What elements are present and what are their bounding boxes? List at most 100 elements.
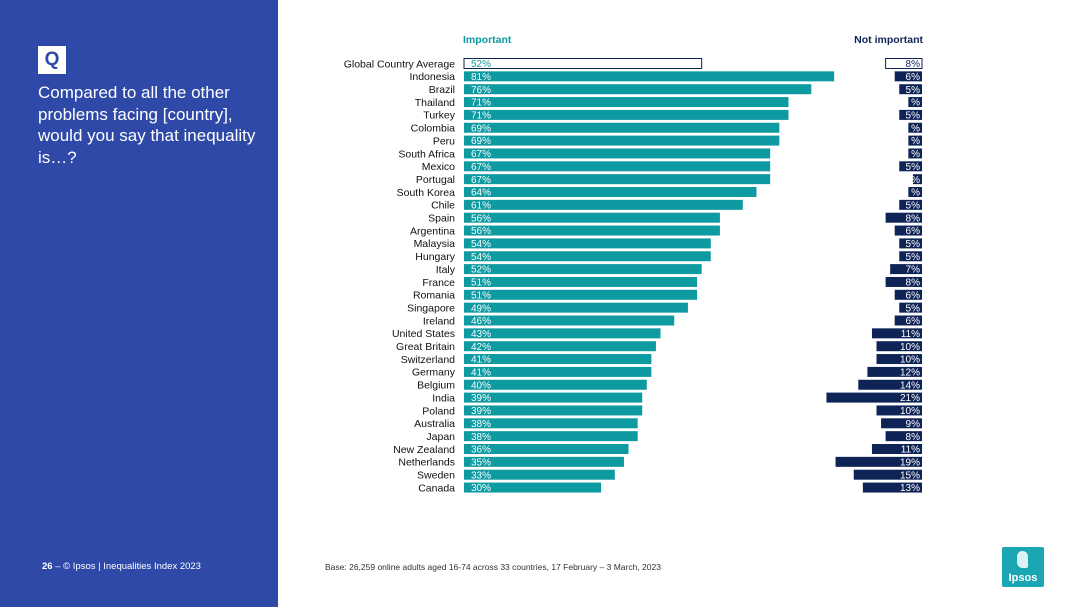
bar-not-important-chile: [899, 199, 922, 210]
bar-important-great-britain: [464, 341, 656, 352]
value-label-important-thailand: 71%: [471, 98, 491, 109]
value-label-important-indonesia: 81%: [471, 72, 491, 83]
series-header-not-important: Not important: [854, 34, 923, 46]
bar-not-important-belgium: [858, 379, 922, 390]
bar-not-important-ireland: [894, 315, 922, 326]
chart-rows: Global Country Average 52% 8% Indonesia 81% 6…: [344, 58, 923, 494]
value-label-important-united-states: 43%: [471, 329, 491, 340]
category-label-switzerland: Switzerland: [401, 354, 455, 366]
category-label-canada: Canada: [418, 482, 455, 494]
bar-important-colombia: [464, 122, 780, 133]
bar-important-canada: [464, 482, 602, 493]
category-label-india: India: [432, 392, 455, 404]
category-label-mexico: Mexico: [422, 161, 455, 173]
bar-not-important-romania: [894, 289, 922, 300]
bar-important-malaysia: [464, 238, 711, 249]
category-label-hungary: Hungary: [415, 251, 455, 263]
value-label-important-switzerland: 41%: [471, 355, 491, 366]
category-label-south-africa: South Africa: [398, 148, 455, 160]
value-label-not-important-italy: 7%: [906, 265, 921, 276]
value-label-important-argentina: 56%: [471, 226, 491, 237]
bar-important-france: [464, 276, 698, 287]
bar-important-netherlands: [464, 456, 624, 467]
value-label-not-important-australia: 9%: [906, 419, 921, 430]
bar-not-important-brazil: [899, 84, 922, 95]
category-label-thailand: Thailand: [415, 97, 455, 109]
value-label-important-portugal: 67%: [471, 175, 491, 186]
bar-not-important-indonesia: [894, 71, 922, 82]
value-label-not-important-indonesia: 6%: [906, 72, 921, 83]
value-label-important-mexico: 67%: [471, 162, 491, 173]
bar-important-india: [464, 392, 643, 403]
category-label-great-britain: Great Britain: [396, 341, 455, 353]
bar-important-sweden: [464, 469, 615, 480]
value-label-important-france: 51%: [471, 278, 491, 289]
bar-important-indonesia: [464, 71, 835, 82]
page-number: 26: [42, 561, 53, 572]
value-label-not-important-ireland: 6%: [906, 316, 921, 327]
category-label-south-korea: South Korea: [397, 187, 456, 199]
value-label-not-important-switzerland: 10%: [900, 355, 920, 366]
value-label-not-important-peru: %: [911, 136, 920, 147]
value-label-important-south-korea: 64%: [471, 188, 491, 199]
bar-not-important-sweden: [853, 469, 922, 480]
bar-not-important-switzerland: [876, 354, 922, 365]
value-label-important-italy: 52%: [471, 265, 491, 276]
bar-not-important-mexico: [899, 161, 922, 172]
value-label-important-romania: 51%: [471, 290, 491, 301]
category-label-poland: Poland: [422, 405, 455, 417]
category-label-malaysia: Malaysia: [414, 238, 456, 250]
bar-important-singapore: [464, 302, 688, 313]
bar-important-italy: [464, 264, 702, 275]
value-label-not-important-france: 8%: [906, 278, 921, 289]
category-label-germany: Germany: [412, 367, 456, 379]
value-label-important-poland: 39%: [471, 406, 491, 417]
bar-not-important-italy: [890, 264, 922, 275]
bar-not-important-hungary: [899, 251, 922, 262]
value-label-important-colombia: 69%: [471, 123, 491, 134]
value-label-important-india: 39%: [471, 393, 491, 404]
bar-important-mexico: [464, 161, 771, 172]
bar-not-important-netherlands: [835, 456, 922, 467]
bar-important-turkey: [464, 109, 789, 120]
value-label-not-important-new-zealand: 11%: [901, 445, 920, 456]
bar-important-japan: [464, 431, 638, 442]
value-label-not-important-canada: 13%: [900, 483, 920, 494]
bar-important-united-states: [464, 328, 661, 339]
ipsos-logo: Ipsos: [1002, 547, 1044, 587]
value-label-not-important-poland: 10%: [900, 406, 920, 417]
logo-mark-icon: [1017, 551, 1028, 568]
footer-separator: –: [55, 561, 61, 572]
value-label-important-hungary: 54%: [471, 252, 491, 263]
bar-not-important-global-country-average: [885, 58, 923, 69]
value-label-important-peru: 69%: [471, 136, 491, 147]
value-label-important-global-country-average: 52%: [471, 59, 491, 70]
footer-source: 26 – © Ipsos | Inequalities Index 2023: [42, 561, 201, 572]
value-label-important-malaysia: 54%: [471, 239, 491, 250]
value-label-not-important-sweden: 15%: [900, 470, 920, 481]
category-label-portugal: Portugal: [416, 174, 455, 186]
bar-not-important-united-states: [871, 328, 922, 339]
bar-important-portugal: [464, 174, 771, 185]
value-label-important-germany: 41%: [471, 368, 491, 379]
bar-important-germany: [464, 366, 652, 377]
value-label-not-important-japan: 8%: [906, 432, 921, 443]
bar-not-important-portugal: [912, 174, 922, 185]
category-label-indonesia: Indonesia: [409, 71, 455, 83]
footer-source-text: © Ipsos | Inequalities Index 2023: [63, 561, 201, 572]
value-label-not-important-hungary: 5%: [906, 252, 921, 263]
category-label-sweden: Sweden: [417, 470, 455, 482]
value-label-not-important-great-britain: 10%: [900, 342, 920, 353]
value-label-important-great-britain: 42%: [471, 342, 491, 353]
value-label-not-important-mexico: 5%: [906, 162, 921, 173]
value-label-important-singapore: 49%: [471, 303, 491, 314]
category-label-global-country-average: Global Country Average: [344, 58, 455, 70]
bar-important-spain: [464, 212, 720, 223]
bar-not-important-canada: [862, 482, 922, 493]
bar-important-ireland: [464, 315, 675, 326]
value-label-not-important-malaysia: 5%: [906, 239, 921, 250]
bar-not-important-thailand: [908, 97, 922, 108]
bar-not-important-colombia: [908, 122, 922, 133]
bar-important-south-africa: [464, 148, 771, 159]
value-label-not-important-romania: 6%: [906, 290, 921, 301]
